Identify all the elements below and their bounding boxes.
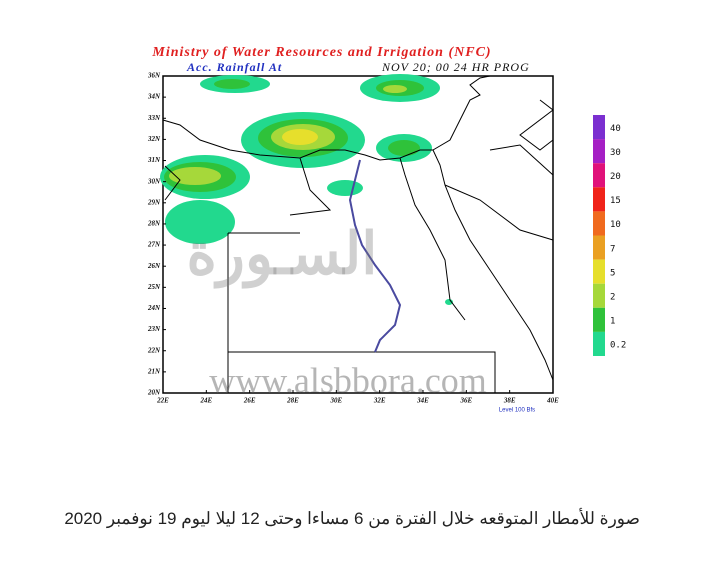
lat-label: 34N (147, 93, 161, 101)
lat-label: 20N (147, 389, 161, 397)
level-note: Level 100 Bfs (499, 408, 535, 414)
lon-label: 32E (373, 397, 386, 405)
legend-swatch (593, 187, 605, 212)
legend-swatch (593, 307, 605, 332)
nile-river (348, 159, 402, 353)
legend-swatch (593, 235, 605, 260)
legend-swatch (593, 259, 605, 284)
lat-label: 36N (147, 72, 161, 80)
legend-swatch (593, 283, 605, 308)
legend-label: 15 (610, 196, 621, 206)
lat-label: 27N (147, 241, 161, 249)
map-subtitle: Acc. Rainfall At (186, 60, 282, 74)
legend-swatch (593, 211, 605, 236)
lon-label: 24E (199, 397, 212, 405)
legend-swatch (593, 163, 605, 188)
lat-label: 28N (147, 220, 161, 228)
caption: صورة للأمطار المتوقعه خلال الفترة من 6 م… (64, 509, 640, 528)
legend-label: 30 (610, 148, 621, 158)
lon-label: 26E (243, 397, 256, 405)
legend-label: 7 (610, 244, 615, 254)
lat-label: 21N (147, 367, 161, 375)
lat-label: 31N (147, 156, 161, 164)
legend-label: 2 (610, 292, 615, 302)
lon-label: 38E (503, 397, 516, 405)
lat-label: 32N (147, 135, 161, 143)
lon-label: 34E (416, 397, 429, 405)
legend-label: 40 (610, 124, 621, 134)
legend-label: 20 (610, 172, 621, 182)
lat-label: 33N (147, 114, 161, 122)
map-subtitle: NOV 20; 00 24 HR PROG (381, 60, 530, 74)
legend: 40 30 20 15 10 7 5 2 1 0.2 (593, 115, 626, 356)
lat-label: 24N (147, 304, 161, 312)
map-figure: Ministry of Water Resources and Irrigati… (147, 45, 626, 414)
lat-label: 25N (147, 283, 161, 291)
lon-label: 36E (459, 397, 472, 405)
legend-label: 0.2 (610, 341, 626, 351)
legend-swatch (593, 139, 605, 164)
legend-label: 1 (610, 317, 615, 327)
lat-label: 23N (147, 325, 161, 333)
lon-label: 28E (286, 397, 299, 405)
map-area (160, 74, 554, 394)
borders (162, 75, 554, 393)
rain-areas (160, 74, 453, 305)
lon-label: 30E (329, 397, 342, 405)
legend-label: 5 (610, 268, 615, 278)
lon-label: 22E (156, 397, 169, 405)
watermark: السـورة (187, 221, 378, 289)
lat-label: 26N (147, 262, 161, 270)
legend-label: 10 (610, 220, 621, 230)
legend-swatch (593, 331, 605, 356)
map-title: Ministry of Water Resources and Irrigati… (151, 45, 491, 60)
legend-swatch (593, 115, 605, 140)
lon-label: 40E (546, 397, 559, 405)
axis-labels: 36N 34N 33N 32N 31N 30N 29N 28N 27N 26N 25N 24N 23N 2… (147, 72, 559, 405)
lat-label: 22N (147, 346, 161, 354)
watermark-url: www.alsbbora.com (209, 360, 487, 400)
lat-label: 29N (147, 198, 161, 206)
lat-label: 30N (147, 177, 161, 185)
